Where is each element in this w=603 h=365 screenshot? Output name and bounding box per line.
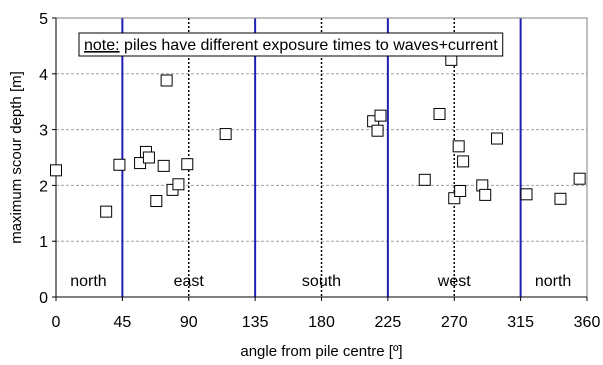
y-tick-label: 4 [39, 67, 48, 84]
data-point [181, 158, 194, 171]
y-tick-label: 2 [39, 178, 48, 195]
data-point [454, 184, 467, 197]
data-point [50, 164, 62, 177]
region-label-north: north [70, 273, 106, 290]
x-tick-label: 90 [180, 314, 198, 331]
note-box: note: piles have different exposure time… [78, 32, 504, 57]
data-point [157, 159, 170, 172]
data-point [491, 132, 504, 145]
data-points-layer [50, 53, 586, 218]
region-label-west: west [437, 273, 471, 290]
grid-layer [56, 73, 587, 242]
x-tick-label: 0 [52, 314, 61, 331]
x-tick-label: 360 [574, 314, 601, 331]
data-point [520, 188, 533, 201]
x-tick-label: 180 [308, 314, 335, 331]
sector-lines-layer [121, 18, 522, 297]
y-tick-label: 1 [39, 234, 48, 251]
note-prefix: note: [84, 37, 120, 54]
region-label-south: south [302, 273, 341, 290]
x-axis-title: angle from pile centre [º] [240, 343, 402, 360]
data-point [219, 128, 232, 141]
data-point [418, 173, 431, 186]
data-point [100, 205, 113, 218]
region-labels-layer: north east south west north [70, 273, 571, 290]
data-point [479, 188, 492, 201]
y-tick-label: 5 [39, 11, 48, 28]
data-point [113, 158, 126, 171]
data-point [371, 124, 384, 137]
data-point [452, 140, 465, 153]
data-point [457, 155, 470, 168]
region-label-north: north [535, 273, 571, 290]
note-box-frame [78, 32, 504, 57]
data-point [150, 195, 163, 208]
x-tick-label: 315 [507, 314, 534, 331]
x-tick-label: 45 [113, 314, 131, 331]
x-tick-label: 270 [441, 314, 468, 331]
y-tick-label: 0 [39, 290, 48, 307]
x-tick-label: 225 [375, 314, 402, 331]
y-tick-label: 3 [39, 123, 48, 140]
y-axis-title: maximum scour depth [m] [8, 71, 25, 244]
region-label-east: east [174, 273, 205, 290]
data-point [433, 107, 446, 120]
data-point [374, 109, 387, 122]
data-point [573, 172, 586, 185]
x-tick-label: 135 [242, 314, 269, 331]
data-point [160, 74, 173, 87]
note-body: piles have different exposure times to w… [120, 37, 499, 54]
data-point [142, 151, 155, 164]
data-point [172, 178, 185, 191]
data-point [554, 192, 567, 205]
note-text: note: piles have different exposure time… [84, 37, 498, 54]
